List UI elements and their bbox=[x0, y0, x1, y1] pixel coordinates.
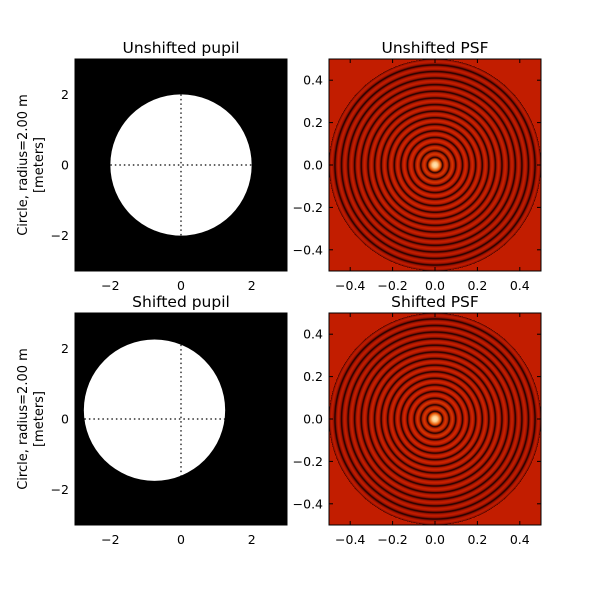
x-tick-label: 0 bbox=[177, 278, 185, 293]
axis-ticks: −2 0 2 −2 0 2 bbox=[51, 59, 287, 293]
pupil-disk bbox=[110, 94, 252, 236]
panel-shifted-psf: Shifted PSF −0.4 −0.2 0.0 0.2 0.4 −0.4 −0.2 0.0… bbox=[293, 293, 542, 547]
y-tick-label: 0.2 bbox=[303, 115, 323, 130]
x-tick-label: −0.2 bbox=[377, 532, 407, 547]
y-tick-label: 2 bbox=[61, 87, 69, 102]
x-tick-label: −0.4 bbox=[335, 532, 365, 547]
y-tick-label: −0.2 bbox=[293, 200, 323, 215]
x-tick-label: 0 bbox=[177, 532, 185, 547]
panel-shifted-pupil: Shifted pupil −2 0 2 −2 0 2 Circle, radius=2.… bbox=[16, 293, 288, 547]
axis-ticks: −0.4 −0.2 0.0 0.2 0.4 −0.4 −0.2 0.0 0.2 0.4 bbox=[293, 313, 541, 547]
x-tick-label: 2 bbox=[248, 278, 256, 293]
x-tick-label: −2 bbox=[101, 532, 119, 547]
x-tick-label: −0.2 bbox=[377, 278, 407, 293]
psf-image bbox=[329, 313, 541, 525]
y-tick-label: −2 bbox=[51, 228, 69, 243]
x-tick-label: 0.4 bbox=[510, 278, 530, 293]
x-tick-label: 0.2 bbox=[467, 532, 487, 547]
y-tick-label: 0.4 bbox=[303, 327, 323, 342]
panel-unshifted-pupil: Unshifted pupil −2 0 2 −2 0 2 Circle, radius=… bbox=[16, 39, 288, 293]
y-tick-label: −2 bbox=[51, 482, 69, 497]
plot-area bbox=[75, 59, 287, 271]
y-tick-label: 0.0 bbox=[303, 158, 323, 173]
y-axis-label-line1: Circle, radius=2.00 m bbox=[16, 94, 31, 236]
y-tick-label: −0.2 bbox=[293, 454, 323, 469]
x-tick-label: 0.0 bbox=[425, 532, 445, 547]
plot-area bbox=[329, 59, 541, 271]
axis-ticks: −2 0 2 −2 0 2 bbox=[51, 313, 287, 547]
panel-title: Unshifted PSF bbox=[381, 39, 488, 57]
axis-ticks: −0.4 −0.2 0.0 0.2 0.4 −0.4 −0.2 0.0 0.2 0.4 bbox=[293, 59, 541, 293]
y-tick-label: 0.2 bbox=[303, 369, 323, 384]
y-axis-label: Circle, radius=2.00 m [meters] bbox=[16, 348, 47, 490]
y-axis-label-line2: [meters] bbox=[32, 391, 47, 447]
panel-title: Shifted PSF bbox=[391, 293, 479, 311]
y-tick-label: −0.4 bbox=[293, 496, 323, 511]
pupil-disk bbox=[83, 339, 226, 481]
y-tick-label: 0 bbox=[61, 412, 69, 427]
psf-image bbox=[329, 59, 541, 271]
y-tick-label: 0.0 bbox=[303, 412, 323, 427]
x-tick-label: 0.4 bbox=[510, 532, 530, 547]
y-tick-label: −0.4 bbox=[293, 242, 323, 257]
panel-title: Unshifted pupil bbox=[122, 39, 239, 57]
panel-unshifted-psf: Unshifted PSF −0.4 −0.2 0.0 0.2 0.4 −0.4 −0.2 0… bbox=[293, 39, 542, 293]
y-tick-label: 0.4 bbox=[303, 73, 323, 88]
plot-area bbox=[329, 313, 541, 525]
y-axis-label-line2: [meters] bbox=[32, 137, 47, 193]
x-tick-label: −2 bbox=[101, 278, 119, 293]
x-tick-label: 0.2 bbox=[467, 278, 487, 293]
y-tick-label: 0 bbox=[61, 158, 69, 173]
x-tick-label: 0.0 bbox=[425, 278, 445, 293]
y-axis-label: Circle, radius=2.00 m [meters] bbox=[16, 94, 47, 236]
y-tick-label: 2 bbox=[61, 341, 69, 356]
x-tick-label: −0.4 bbox=[335, 278, 365, 293]
panel-title: Shifted pupil bbox=[132, 293, 230, 311]
x-tick-label: 2 bbox=[248, 532, 256, 547]
y-axis-label-line1: Circle, radius=2.00 m bbox=[16, 348, 31, 490]
plot-area bbox=[75, 313, 287, 525]
